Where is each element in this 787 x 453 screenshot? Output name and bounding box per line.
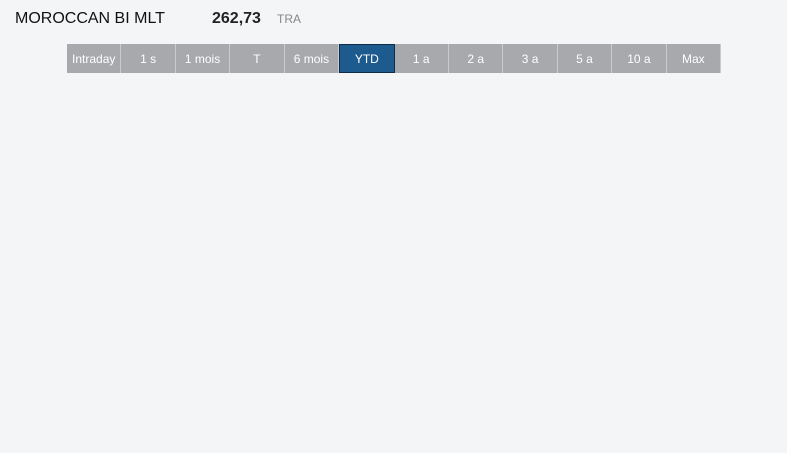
range-button[interactable]: 6 mois bbox=[284, 44, 340, 73]
range-button[interactable]: 2 a bbox=[448, 44, 504, 73]
price: 262,73 bbox=[212, 10, 261, 27]
unit: TRA bbox=[277, 12, 301, 26]
range-button[interactable]: YTD bbox=[339, 44, 395, 73]
range-button[interactable]: 1 mois bbox=[175, 44, 231, 73]
instrument-title: MOROCCAN BI MLT bbox=[15, 10, 165, 27]
range-button[interactable]: 3 a bbox=[503, 44, 558, 73]
range-button[interactable]: 1 a bbox=[394, 44, 449, 73]
range-button[interactable]: 10 a bbox=[612, 44, 667, 73]
range-button[interactable]: 5 a bbox=[557, 44, 613, 73]
range-button[interactable]: Intraday bbox=[67, 44, 122, 73]
range-button[interactable]: 1 s bbox=[121, 44, 176, 73]
range-button[interactable]: T bbox=[230, 44, 285, 73]
range-button[interactable]: Max bbox=[666, 44, 722, 73]
